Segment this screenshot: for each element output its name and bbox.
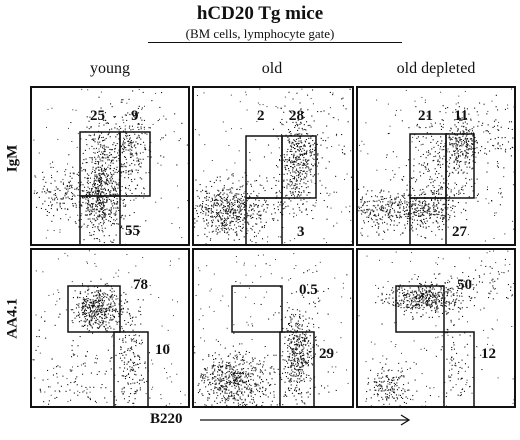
gate-box (113, 331, 149, 406)
gate-box (67, 285, 121, 333)
gate-value: 55 (125, 223, 140, 239)
gate-value: 9 (131, 108, 139, 124)
panel-igm-young: 25 9 55 (30, 86, 190, 246)
dot-cloud (358, 250, 514, 406)
gate-value: 29 (319, 346, 334, 362)
gate-box (445, 133, 475, 199)
panel-aa41-old-depleted: 50 12 (356, 248, 516, 408)
panel-aa41-young: 78 10 (30, 248, 190, 408)
gate-box (409, 197, 447, 244)
gate-value: 50 (457, 277, 472, 293)
column-header-young: young (90, 60, 130, 77)
row-label-aa41: AA4.1 (4, 298, 21, 339)
gate-box (279, 331, 315, 406)
row-label-igm: IgM (4, 144, 21, 173)
gate-value: 27 (452, 224, 467, 240)
gate-box (79, 195, 121, 244)
dot-cloud (358, 88, 514, 242)
scatter-aa41-old-depleted (358, 250, 514, 406)
scatter-igm-young (33, 88, 188, 244)
scatter-igm-old (194, 88, 352, 244)
figure-subtitle: (BM cells, lymphocyte gate) (185, 26, 335, 41)
dot-cloud (32, 250, 186, 406)
panel-igm-old-depleted: 21 11 27 (356, 86, 516, 246)
column-header-old: old (261, 60, 283, 77)
dot-cloud (194, 253, 352, 406)
figure-title: hCD20 Tg mice (196, 3, 324, 24)
scatter-igm-old-depleted (358, 88, 514, 244)
dot-cloud (194, 88, 352, 244)
gate-box (245, 135, 283, 199)
gate-box (119, 131, 151, 197)
panel-igm-old: 2 28 3 (192, 86, 354, 246)
x-axis-arrow (200, 414, 411, 426)
gate-value: 11 (454, 108, 469, 124)
gate-value: 12 (481, 346, 496, 362)
dot-cloud (33, 88, 188, 244)
gate-value: 78 (133, 277, 148, 293)
scatter-aa41-young (32, 250, 186, 406)
gate-value: 25 (90, 108, 105, 124)
gate-box (395, 285, 445, 333)
gate-value: 28 (289, 108, 304, 124)
gate-box (443, 331, 475, 406)
scatter-aa41-old (194, 253, 352, 406)
panel-aa41-old: 0.5 29 (192, 248, 354, 408)
column-header-old-depleted: old depleted (396, 60, 476, 77)
gate-box (281, 135, 317, 199)
gate-value: 2 (257, 108, 265, 124)
gate-value: 10 (155, 342, 170, 358)
gate-value: 21 (418, 108, 433, 124)
x-axis-label: B220 (150, 411, 183, 427)
title-underline (148, 42, 402, 43)
gate-box (245, 197, 283, 244)
gate-value: 0.5 (299, 282, 318, 298)
gate-box (231, 285, 283, 333)
gate-value: 3 (297, 224, 305, 240)
